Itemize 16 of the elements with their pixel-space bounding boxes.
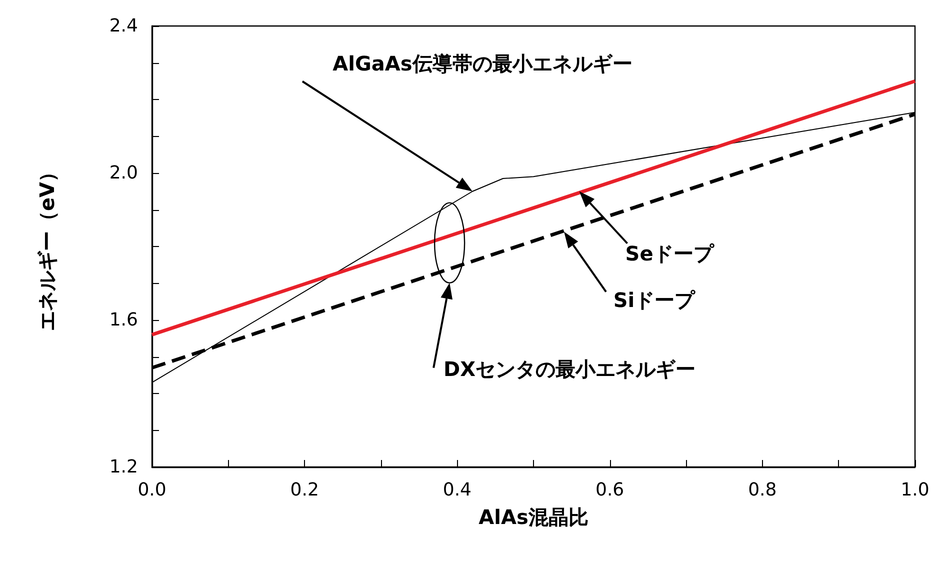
annotation: Siドープ bbox=[613, 288, 696, 312]
y-tick-label: 1.2 bbox=[109, 456, 138, 478]
x-axis-title: AlAs混晶比 bbox=[478, 505, 588, 529]
y-tick-label: 2.4 bbox=[109, 16, 138, 36]
y-tick-label: 2.0 bbox=[109, 162, 138, 184]
x-tick-label: 0.4 bbox=[442, 480, 472, 500]
y-tick-label: 1.6 bbox=[109, 310, 138, 330]
annotation: AlGaAs伝導帯の最小エネルギー bbox=[332, 51, 632, 76]
x-tick-label: 0.2 bbox=[290, 480, 319, 500]
annotation: DXセンタの最小エネルギー bbox=[444, 356, 696, 381]
annotation: Seドープ bbox=[625, 241, 714, 266]
x-tick-label: 1.0 bbox=[900, 480, 930, 500]
x-tick-label: 0.6 bbox=[595, 480, 624, 500]
y-axis-title: エネルギー（eV） bbox=[35, 162, 59, 332]
x-tick-label: 0.0 bbox=[138, 480, 166, 500]
x-tick-label: 0.8 bbox=[748, 480, 777, 500]
